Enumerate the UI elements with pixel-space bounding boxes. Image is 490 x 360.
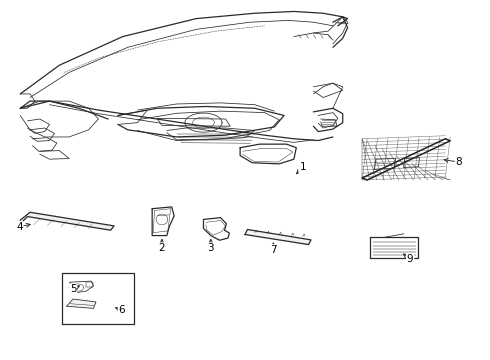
Text: 6: 6 [119,305,125,315]
Text: 5: 5 [70,284,76,294]
Polygon shape [67,299,96,309]
Text: 7: 7 [270,245,277,255]
Text: 2: 2 [159,243,165,253]
Text: 3: 3 [207,243,214,253]
Polygon shape [20,212,114,230]
Text: 8: 8 [456,157,463,167]
Text: 9: 9 [407,254,414,264]
Text: 4: 4 [16,222,23,231]
Polygon shape [245,229,311,244]
Text: 1: 1 [299,162,306,172]
